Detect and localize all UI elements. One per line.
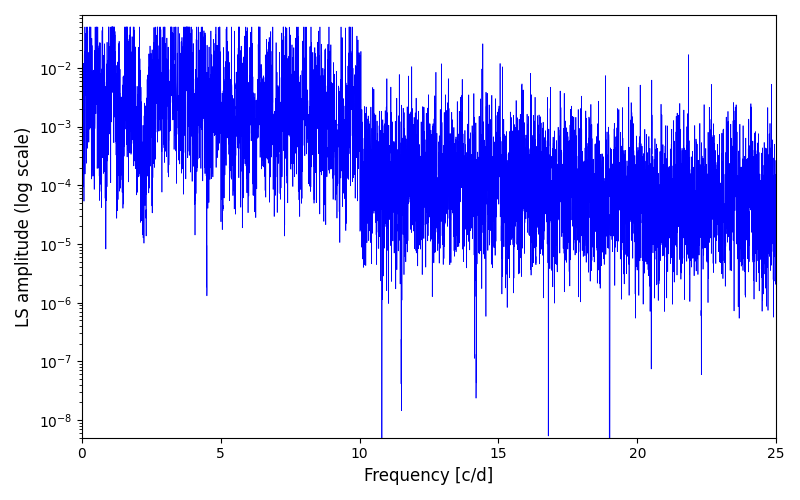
X-axis label: Frequency [c/d]: Frequency [c/d] bbox=[364, 467, 494, 485]
Y-axis label: LS amplitude (log scale): LS amplitude (log scale) bbox=[15, 126, 33, 326]
